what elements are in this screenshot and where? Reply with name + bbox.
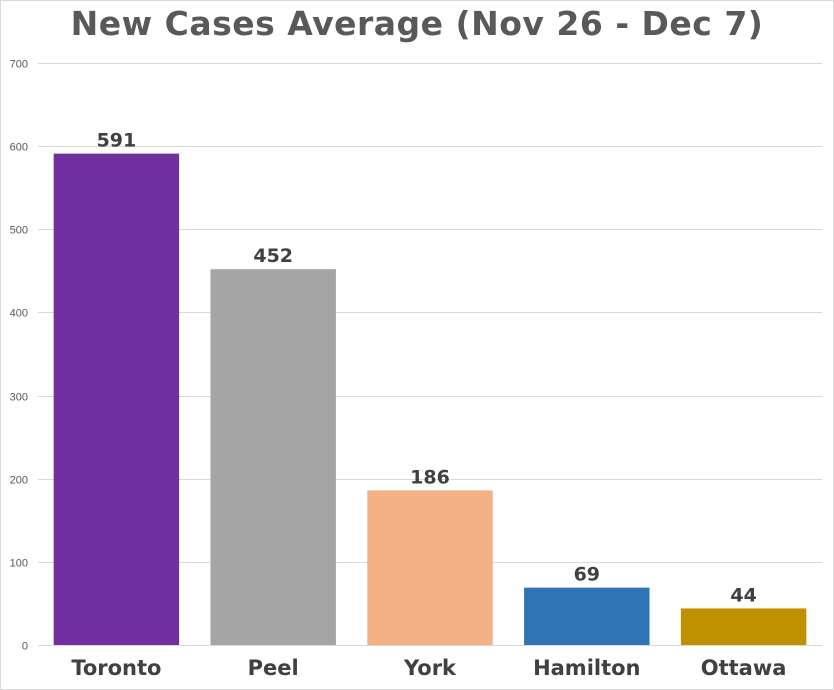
data-label-toronto: 591	[97, 130, 137, 152]
data-label-peel: 452	[253, 245, 293, 267]
data-labels: 591 452 186 69 44	[97, 130, 757, 607]
y-tick-label: 0	[22, 641, 28, 653]
data-label-york: 186	[410, 466, 450, 488]
category-label-peel: Peel	[248, 656, 299, 680]
category-label-york: York	[403, 656, 457, 680]
y-tick-label: 600	[10, 142, 28, 154]
bar-hamilton	[524, 587, 650, 645]
data-label-hamilton: 69	[574, 564, 600, 586]
x-axis: Toronto Peel York Hamilton Ottawa	[38, 645, 822, 680]
y-tick-label: 700	[10, 59, 28, 71]
bar-peel	[210, 269, 336, 645]
y-tick-label: 500	[10, 225, 28, 237]
y-tick-label: 100	[10, 558, 28, 570]
bar-ottawa	[680, 608, 807, 645]
category-label-hamilton: Hamilton	[533, 656, 640, 680]
y-axis: 0 100 200 300 400 500 600 700	[10, 59, 28, 653]
y-tick-label: 300	[10, 392, 28, 404]
y-tick-label: 200	[10, 475, 28, 487]
bar-toronto	[53, 153, 180, 645]
category-label-toronto: Toronto	[71, 656, 161, 680]
data-label-ottawa: 44	[730, 584, 756, 606]
y-tick-label: 400	[10, 308, 28, 320]
bar-york	[367, 490, 493, 645]
bars	[53, 153, 807, 645]
category-label-ottawa: Ottawa	[701, 656, 787, 680]
chart-title: New Cases Average (Nov 26 - Dec 7)	[70, 4, 764, 43]
